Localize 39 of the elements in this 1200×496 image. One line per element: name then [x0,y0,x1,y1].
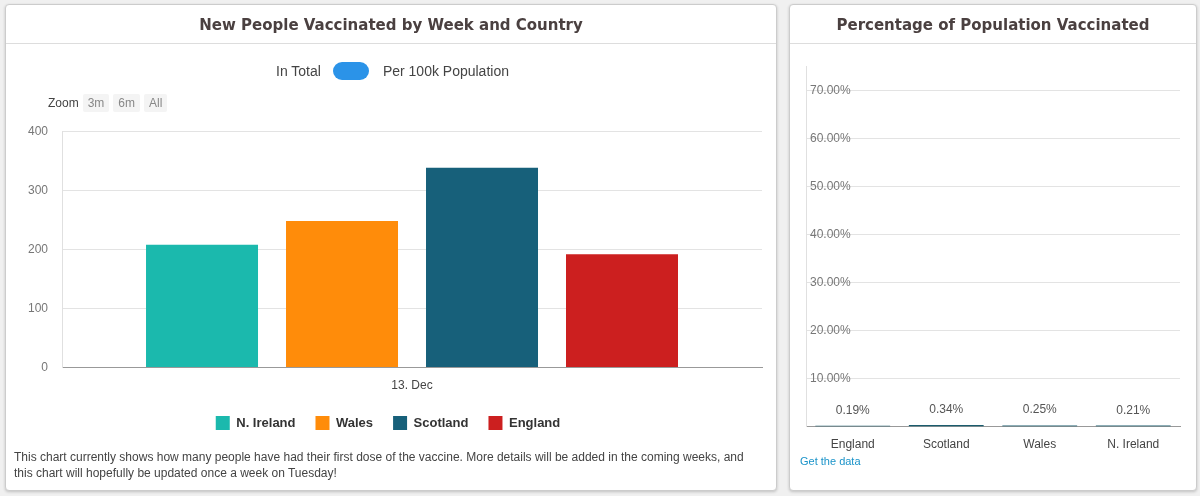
x-tick-label: 13. Dec [391,378,433,393]
y-tick-label: 40.00% [810,226,852,241]
text: All [144,94,168,112]
text: Get the data [800,455,861,467]
data-label: 0.34% [929,401,964,416]
x-tick-label: Wales [1023,437,1057,452]
chart-title: New People Vaccinated by Week and Country [6,5,776,44]
data-label: 0.21% [1116,402,1151,417]
data-label: 0.19% [835,402,871,417]
x-tick-label: England [830,437,875,452]
text: This chart currently shows how many people have had their first dose of the vaccine. More details will be added in the coming weeks, and this chart will hopefully be updated once a week on Tuesday! [14,449,745,481]
x-tick-label: N. Ireland [1107,437,1160,452]
legend-label: N. Ireland [236,414,296,430]
y-tick-label: 400 [27,123,49,138]
chart-title: Percentage of Population Vaccinated [790,5,1196,44]
y-tick-label: 30.00% [810,274,852,289]
text: In Total [276,63,321,79]
bar [426,167,539,368]
y-tick-label: 70.00% [810,82,852,97]
legend-label: Scotland [413,414,469,430]
text: 6m [113,94,141,112]
text: 3m [82,94,110,112]
text: Zoom [48,96,79,110]
text: Per 100k Population [382,63,509,79]
bar [566,254,678,368]
bar [286,221,399,368]
bar [146,244,259,368]
y-tick-label: 0 [41,359,49,374]
legend-label: Wales [335,414,374,430]
y-tick-label: 60.00% [810,130,852,145]
legend-label: England [508,414,561,430]
data-label: 0.25% [1022,402,1058,417]
y-tick-label: 10.00% [810,370,852,385]
y-tick-label: 20.00% [810,322,852,337]
x-tick-label: Scotland [922,437,970,452]
y-tick-label: 200 [27,241,49,256]
y-tick-label: 50.00% [810,178,852,193]
y-tick-label: 300 [27,182,49,197]
y-tick-label: 100 [27,300,49,315]
